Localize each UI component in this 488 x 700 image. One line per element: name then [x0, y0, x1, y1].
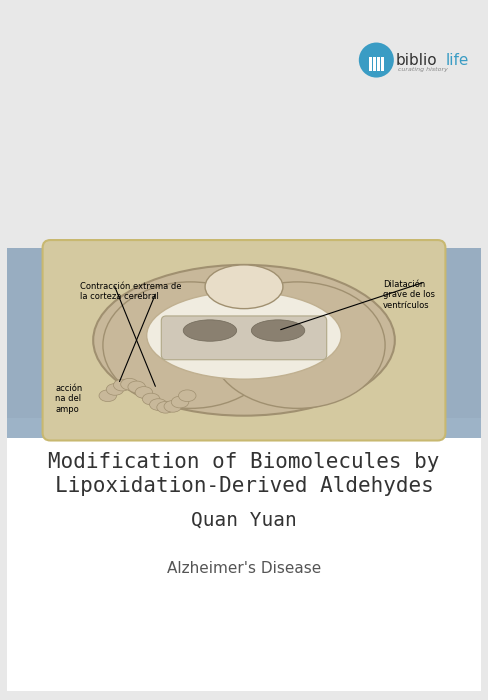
Circle shape	[359, 43, 394, 78]
Bar	[438, 248, 482, 438]
Ellipse shape	[103, 282, 278, 408]
FancyBboxPatch shape	[42, 240, 446, 440]
Ellipse shape	[142, 393, 160, 405]
Text: Modification of Biomolecules by: Modification of Biomolecules by	[48, 452, 440, 472]
Ellipse shape	[99, 390, 117, 402]
Ellipse shape	[164, 400, 182, 412]
Text: acción
na del
ampo: acción na del ampo	[55, 384, 82, 414]
Text: life: life	[446, 52, 469, 67]
Bar	[6, 248, 50, 438]
Ellipse shape	[135, 386, 153, 398]
Ellipse shape	[205, 265, 283, 309]
Ellipse shape	[106, 384, 124, 395]
Text: Dilatación
grave de los
ventrículos: Dilatación grave de los ventrículos	[383, 280, 435, 309]
Text: Lipoxidation-Derived Aldehydes: Lipoxidation-Derived Aldehydes	[55, 476, 433, 496]
Ellipse shape	[171, 396, 189, 408]
Text: Alzheimer's Disease: Alzheimer's Disease	[167, 561, 321, 576]
Ellipse shape	[147, 292, 341, 379]
Ellipse shape	[179, 390, 196, 402]
FancyBboxPatch shape	[162, 316, 326, 360]
Ellipse shape	[183, 320, 237, 341]
Text: curating history: curating history	[398, 67, 447, 72]
Bar	[373, 57, 376, 71]
FancyBboxPatch shape	[6, 418, 482, 691]
Ellipse shape	[114, 379, 131, 391]
Ellipse shape	[128, 381, 145, 393]
Text: Contracción extrema de
la corteza cerebral: Contracción extrema de la corteza cerebr…	[80, 282, 181, 301]
Bar	[381, 57, 384, 71]
Ellipse shape	[210, 282, 385, 408]
Ellipse shape	[121, 378, 138, 390]
Ellipse shape	[93, 265, 395, 416]
Bar	[369, 57, 372, 71]
Text: biblio: biblio	[396, 52, 437, 67]
Ellipse shape	[150, 399, 167, 410]
Ellipse shape	[157, 402, 174, 413]
Text: Quan Yuan: Quan Yuan	[191, 511, 297, 530]
Ellipse shape	[251, 320, 305, 341]
Bar	[377, 57, 380, 71]
